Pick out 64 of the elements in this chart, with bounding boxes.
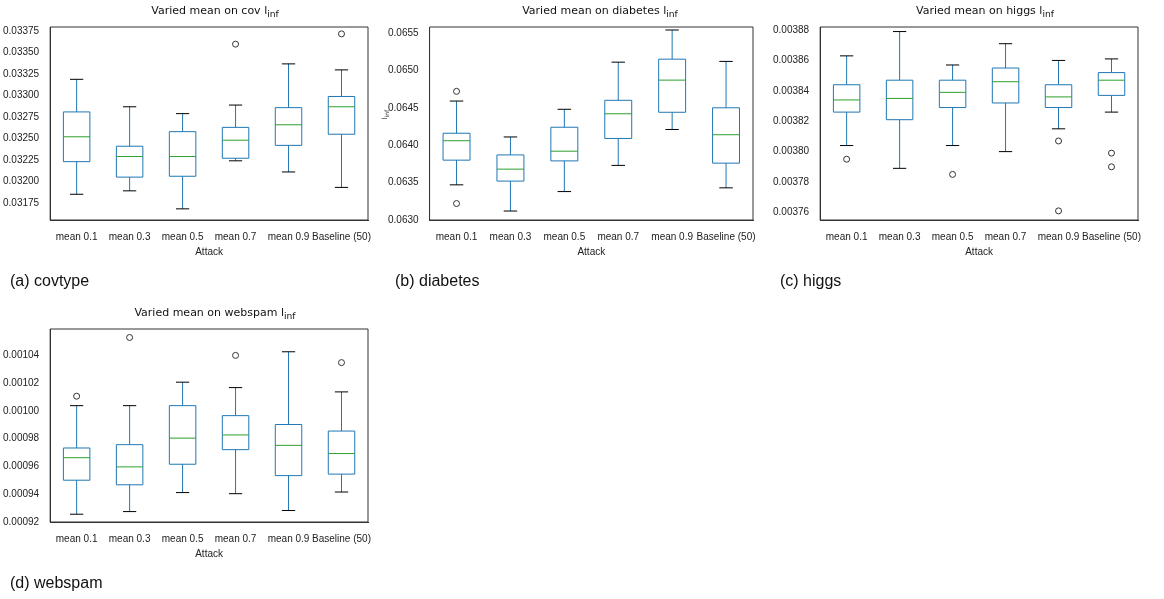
x-tick-label: mean 0.3 xyxy=(108,532,151,544)
y-tick-label: 0.03175 xyxy=(2,196,40,208)
y-tick-label: 0.00094 xyxy=(2,487,40,499)
x-tick-label: Baseline (50) xyxy=(312,532,371,544)
y-tick-label: 0.0640 xyxy=(387,138,420,150)
y-tick-label: 0.03225 xyxy=(2,153,40,165)
chart-title: Varied mean on diabetes l$_{inf}$ xyxy=(521,4,679,20)
y-tick-label: 0.0635 xyxy=(387,176,420,188)
text: (d) webspam xyxy=(10,574,103,592)
y-tick-label: 0.00386 xyxy=(772,54,810,66)
x-tick-label: mean 0.1 xyxy=(825,230,868,242)
y-tick-label: 0.00100 xyxy=(2,404,40,416)
x-tick-label: mean 0.3 xyxy=(108,230,151,242)
y-tick-label: 0.00388 xyxy=(772,23,810,35)
y-tick-label: 0.03250 xyxy=(2,132,40,144)
chart-title: Varied mean on webspam l$_{inf}$ xyxy=(133,306,297,322)
y-tick-label: 0.03200 xyxy=(2,175,40,187)
x-tick-label: mean 0.1 xyxy=(55,532,98,544)
y-tick-label: 0.0655 xyxy=(387,26,420,38)
x-tick-label: Baseline (50) xyxy=(1082,230,1141,242)
y-tick-label: 0.00380 xyxy=(772,145,810,157)
x-tick-label: mean 0.3 xyxy=(878,230,921,242)
y-tick-label: 0.00384 xyxy=(772,84,810,96)
x-tick-label: mean 0.7 xyxy=(597,230,640,242)
y-tick-label: 0.00096 xyxy=(2,460,40,472)
y-tick-label: 0.00102 xyxy=(2,376,40,388)
text: (c) higgs xyxy=(780,272,842,290)
x-tick-label: mean 0.5 xyxy=(161,230,204,242)
x-tick-label: mean 0.9 xyxy=(267,532,310,544)
y-tick-label: 0.03275 xyxy=(2,110,40,122)
y-tick-label: 0.00382 xyxy=(772,114,810,126)
x-tick-label: mean 0.1 xyxy=(435,230,478,242)
y-tick-label: 0.03375 xyxy=(2,25,40,37)
x-tick-label: Baseline (50) xyxy=(696,230,756,242)
y-tick-label: 0.00092 xyxy=(2,515,40,527)
y-tick-label: 0.03300 xyxy=(2,89,40,101)
x-tick-label: mean 0.5 xyxy=(931,230,974,242)
chart-title: Varied mean on higgs l$_{inf}$ xyxy=(915,4,1055,20)
x-tick-label: mean 0.9 xyxy=(1037,230,1080,242)
x-tick-label: mean 0.5 xyxy=(543,230,586,242)
x-axis-title: Attack xyxy=(195,547,224,559)
x-tick-label: mean 0.1 xyxy=(55,230,98,242)
x-tick-label: mean 0.3 xyxy=(489,230,532,242)
y-tick-label: 0.03350 xyxy=(2,46,40,58)
x-axis-title: Attack xyxy=(965,245,994,257)
y-tick-label: 0.00098 xyxy=(2,432,40,444)
x-tick-label: mean 0.5 xyxy=(161,532,204,544)
y-tick-label: 0.0650 xyxy=(387,64,420,76)
x-tick-label: mean 0.9 xyxy=(651,230,694,242)
y-tick-label: 0.00378 xyxy=(772,175,810,187)
y-tick-label: 0.00104 xyxy=(2,349,40,361)
x-axis-title: Attack xyxy=(577,245,607,257)
text: (b) diabetes xyxy=(395,272,480,290)
x-tick-label: mean 0.7 xyxy=(984,230,1027,242)
x-tick-label: mean 0.7 xyxy=(214,532,257,544)
x-tick-label: mean 0.7 xyxy=(214,230,257,242)
y-tick-label: 0.00376 xyxy=(772,206,810,218)
x-axis-title: Attack xyxy=(195,245,224,257)
chart-title: Varied mean on cov l$_{inf}$ xyxy=(150,4,280,20)
x-tick-label: mean 0.9 xyxy=(267,230,310,242)
y-tick-label: 0.0630 xyxy=(387,213,420,225)
y-tick-label: 0.03325 xyxy=(2,67,40,79)
x-tick-label: Baseline (50) xyxy=(312,230,371,242)
text: (a) covtype xyxy=(10,272,90,290)
